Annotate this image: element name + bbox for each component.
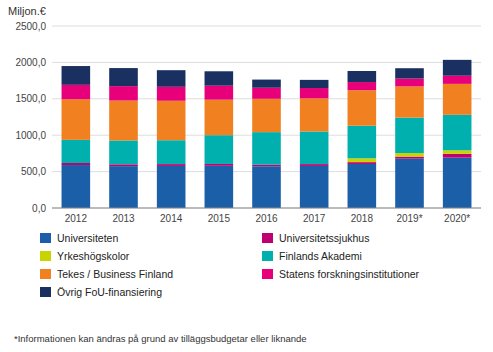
y-tick-label: 1500,0 (15, 93, 46, 104)
bar-segment (443, 154, 472, 158)
bar-segment (157, 87, 186, 101)
x-tick-label: 2016 (255, 213, 278, 224)
bar-segment (62, 140, 91, 163)
bar-segment (62, 165, 91, 208)
bar-segment (443, 158, 472, 208)
x-tick-label: 2015 (208, 213, 231, 224)
y-tick-label: 500,0 (21, 166, 46, 177)
bar-segment (395, 118, 424, 154)
bar-segment (443, 84, 472, 115)
bar-segment (300, 164, 329, 166)
bar-segment (252, 165, 281, 167)
legend-swatch (262, 251, 273, 261)
legend-label: Tekes / Business Finland (57, 268, 173, 280)
bar-segment (109, 164, 138, 166)
bar-segment (300, 88, 329, 98)
bar-segment (348, 158, 377, 162)
legend-label: Finlands Akademi (279, 250, 362, 262)
bar-segment (62, 85, 91, 99)
bar-segment (443, 60, 472, 76)
legend-label: Övrig FoU-finansiering (57, 286, 162, 298)
x-axis-line (52, 208, 481, 209)
bar-segment (205, 100, 234, 136)
x-tick-label: 2017 (303, 213, 326, 224)
bar-segment (395, 153, 424, 156)
x-tick-label: 2020* (444, 213, 470, 224)
legend-swatch (40, 251, 51, 261)
bar-segment (348, 164, 377, 208)
bars (62, 60, 472, 208)
bar-segment (348, 90, 377, 126)
bar-segment (300, 131, 329, 164)
bar-segment (300, 166, 329, 208)
legend: Universiteten Universitetssjukhus Yrkeshög… (40, 232, 420, 298)
bar-segment (395, 68, 424, 78)
bar-segment (205, 164, 234, 166)
legend-swatch (40, 287, 51, 297)
bar-segment (443, 76, 472, 84)
y-tick-label: 1000,0 (15, 130, 46, 141)
bar-segment (300, 98, 329, 131)
legend-swatch (40, 233, 51, 243)
bar-segment (205, 166, 234, 208)
bar-segment (395, 159, 424, 208)
grid-line (52, 208, 481, 209)
x-tick-label: 2013 (112, 213, 135, 224)
bar-segment (443, 150, 472, 153)
bar-segment (109, 68, 138, 86)
x-tick-label: 2018 (351, 213, 374, 224)
bar-segment (157, 101, 186, 140)
bar-segment (205, 71, 234, 85)
bar-segment (62, 99, 91, 140)
bar-segment (157, 164, 186, 166)
bar-segment (348, 162, 377, 164)
bar-segment (205, 135, 234, 164)
bar-segment (205, 86, 234, 100)
legend-swatch (262, 269, 273, 279)
bar-segment (109, 101, 138, 141)
bar-segment (157, 70, 186, 87)
bar-segment (157, 166, 186, 208)
bar-segment (109, 140, 138, 164)
bar-segment (443, 115, 472, 151)
x-tick-label: 2019* (396, 213, 422, 224)
footnote: *Informationen kan ändras på grund av ti… (14, 333, 307, 344)
y-tick-label: 0,0 (32, 203, 46, 214)
grid (52, 26, 481, 208)
bar-segment (300, 80, 329, 88)
bar-segment (252, 132, 281, 165)
y-axis-label: Miljon.€ (8, 5, 46, 17)
bar-segment (252, 99, 281, 132)
bar-segment (395, 79, 424, 87)
bar-segment (62, 163, 91, 165)
legend-label: Statens forskningsinstitutioner (279, 268, 420, 280)
y-tick-label: 2000,0 (15, 57, 46, 68)
bar-segment (252, 80, 281, 88)
chart: Miljon.€ 0,0 500,0 1000,0 1500,0 2000,0 2500,0… (0, 0, 493, 352)
bar-segment (348, 71, 377, 82)
grid-line (52, 62, 481, 63)
bar-segment (109, 86, 138, 100)
legend-label: Universitetssjukhus (279, 232, 369, 244)
legend-swatch (40, 269, 51, 279)
bar-segment (109, 166, 138, 208)
legend-label: Yrkeshögskolor (57, 250, 130, 262)
bar-segment (348, 126, 377, 159)
bar-segment (252, 88, 281, 99)
grid-line (52, 26, 481, 27)
bar-segment (62, 66, 91, 85)
bar-segment (252, 166, 281, 208)
x-tick-label: 2012 (65, 213, 88, 224)
legend-swatch (262, 233, 273, 243)
legend-label: Universiteten (57, 232, 118, 244)
bar-segment (348, 82, 377, 90)
y-tick-label: 2500,0 (15, 21, 46, 32)
bar-segment (395, 157, 424, 159)
bar-segment (157, 140, 186, 164)
bar-segment (395, 86, 424, 117)
x-tick-label: 2014 (160, 213, 183, 224)
